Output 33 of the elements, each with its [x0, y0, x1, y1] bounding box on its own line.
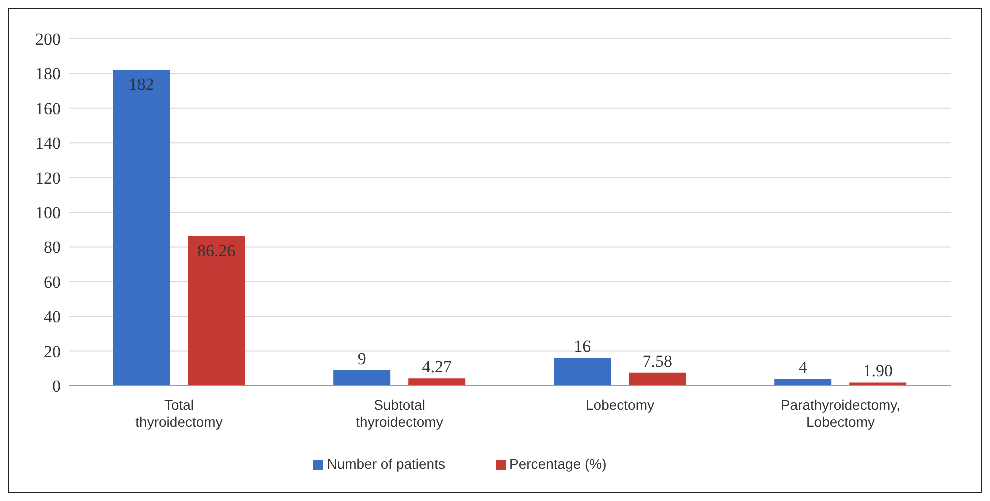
y-tick-label: 180: [36, 64, 61, 84]
x-tick-label: Subtotal thyroidectomy: [356, 397, 444, 430]
data-label: 7.58: [642, 352, 672, 371]
data-label: 4.27: [422, 358, 452, 377]
bar: [408, 378, 466, 386]
bar: [113, 70, 170, 386]
y-tick-label: 140: [36, 134, 61, 154]
y-tick-label: 40: [44, 308, 61, 327]
data-label: 16: [574, 337, 592, 356]
legend-label: Percentage (%): [510, 456, 607, 472]
y-tick-label: 100: [36, 204, 61, 223]
bar: [188, 236, 246, 386]
legend-label: Number of patients: [327, 456, 446, 472]
data-label: 182: [128, 75, 154, 94]
y-tick-label: 20: [44, 342, 61, 362]
y-tick-label: 0: [52, 377, 61, 396]
y-tick-label: 60: [44, 272, 61, 292]
y-tick-label: 200: [36, 30, 61, 50]
y-tick-label: 160: [36, 99, 61, 118]
data-label: 4: [798, 358, 808, 378]
x-tick-label: Lobectomy: [586, 397, 654, 413]
data-label: 9: [358, 349, 366, 368]
data-label: 86.26: [197, 241, 236, 260]
y-tick-label: 120: [36, 168, 61, 188]
bar: [774, 379, 832, 386]
bar: [629, 372, 686, 386]
y-tick-label: 80: [44, 238, 61, 258]
bar: [554, 358, 612, 386]
x-tick-label: Parathyroidectomy, Lobectomy: [780, 397, 901, 430]
bar: [334, 370, 391, 386]
x-tick-label: Total thyroidectomy: [136, 397, 223, 430]
bar: [850, 382, 907, 386]
data-label: 1.90: [863, 362, 893, 381]
